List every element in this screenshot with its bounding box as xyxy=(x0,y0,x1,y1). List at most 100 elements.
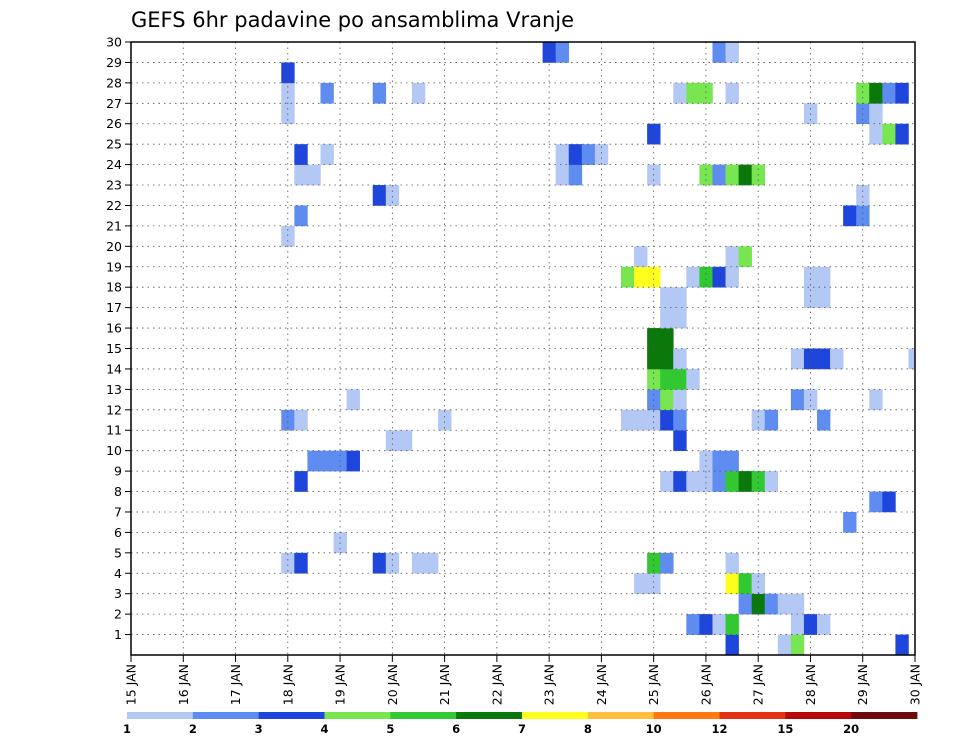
colorbar-label: 5 xyxy=(386,722,394,736)
heatmap-cell xyxy=(712,42,726,63)
y-tick-label: 5 xyxy=(114,545,122,560)
heatmap-cell xyxy=(660,552,674,574)
y-tick-label: 17 xyxy=(106,300,122,315)
heatmap-cell xyxy=(372,185,387,206)
heatmap-cell xyxy=(294,205,308,227)
heatmap-cell xyxy=(725,164,739,186)
heatmap-cell xyxy=(817,287,831,308)
heatmap-cell xyxy=(725,450,739,472)
x-tick-label: 17 JAN xyxy=(228,664,243,705)
colorbar-swatch xyxy=(456,712,523,719)
heatmap-cell xyxy=(869,389,883,411)
y-tick-label: 11 xyxy=(106,423,122,438)
heatmap-cell xyxy=(673,307,687,329)
y-tick-label: 21 xyxy=(106,218,122,233)
heatmap-cell xyxy=(803,287,818,308)
heatmap-cell xyxy=(555,144,570,165)
heatmap-cell xyxy=(542,42,556,63)
heatmap-cell xyxy=(294,164,308,186)
heatmap-cell xyxy=(712,614,726,635)
heatmap-cell xyxy=(751,573,766,594)
heatmap-cell xyxy=(385,185,400,206)
x-tick-label: 15 JAN xyxy=(124,664,139,705)
heatmap-cell xyxy=(790,634,805,656)
heatmap-cell xyxy=(856,82,870,104)
y-tick-label: 24 xyxy=(106,157,122,172)
heatmap-cell xyxy=(895,634,909,656)
heatmap-cell xyxy=(673,348,687,370)
colorbar-swatch xyxy=(587,712,655,719)
heatmap-cell xyxy=(568,164,583,186)
heatmap-cell xyxy=(372,82,387,104)
x-axis: 15 JAN 16 JAN 17 JAN 18 JAN 19 JAN 20 JAN 21 J… xyxy=(124,655,923,705)
heatmap-cell xyxy=(647,328,661,349)
heatmap-cell xyxy=(660,409,674,431)
heatmap-cell xyxy=(660,328,674,349)
colorbar: 1 2 3 4 5 6 7 8 10 12 15 20 xyxy=(123,712,918,736)
y-tick-label: 6 xyxy=(114,525,122,540)
heatmap-cell xyxy=(660,368,674,390)
heatmap-cell xyxy=(686,471,700,492)
y-tick-label: 19 xyxy=(106,259,122,274)
colorbar-swatch xyxy=(522,712,589,719)
heatmap-cell xyxy=(869,123,883,145)
heatmap-cell xyxy=(307,450,321,472)
heatmap-cell xyxy=(647,409,661,431)
heatmap-cell xyxy=(686,614,700,635)
y-tick-label: 30 xyxy=(106,35,122,50)
heatmap-cell xyxy=(307,164,321,186)
heatmap-cell xyxy=(895,123,909,145)
y-tick-label: 23 xyxy=(106,178,122,193)
x-tick-label: 28 JAN xyxy=(803,664,818,705)
heatmap-cell xyxy=(882,82,896,104)
colorbar-swatch xyxy=(851,712,918,719)
heatmap-cell xyxy=(817,614,831,635)
heatmap-cell xyxy=(673,471,687,492)
heatmap-cell xyxy=(738,593,752,615)
y-tick-label: 13 xyxy=(106,382,122,397)
heatmap-cell xyxy=(660,287,674,308)
heatmap-cell xyxy=(320,450,334,472)
heatmap-cell xyxy=(346,389,360,411)
heatmap-cell xyxy=(764,593,779,615)
heatmap-cell xyxy=(817,266,831,288)
y-tick-label: 14 xyxy=(106,361,122,376)
heatmap-cell xyxy=(869,82,883,104)
colorbar-label: 2 xyxy=(189,722,197,736)
y-tick-label: 7 xyxy=(114,504,122,519)
heatmap-cell xyxy=(699,471,713,492)
heatmap-cell xyxy=(777,634,792,656)
heatmap-cell xyxy=(660,471,674,492)
y-tick-label: 3 xyxy=(114,586,122,601)
x-tick-label: 20 JAN xyxy=(385,664,400,705)
heatmap-cell xyxy=(817,409,831,431)
heatmap-cell xyxy=(581,144,596,165)
heatmap-cell xyxy=(882,123,896,145)
heatmap-cell xyxy=(699,266,713,288)
heatmap-cell xyxy=(803,348,818,370)
heatmap-cell xyxy=(647,552,661,574)
heatmap-cell xyxy=(725,471,739,492)
colorbar-swatch xyxy=(390,712,457,719)
colorbar-label: 20 xyxy=(843,722,859,736)
heatmap-cell xyxy=(725,246,739,268)
heatmap-cell xyxy=(385,430,400,451)
heatmap-cell xyxy=(790,348,805,370)
heatmap-cell xyxy=(660,348,674,370)
x-tick-label: 26 JAN xyxy=(698,664,713,705)
heatmap-cell xyxy=(320,144,334,165)
colorbar-label: 4 xyxy=(320,722,328,736)
heatmap-cell xyxy=(856,205,870,227)
colorbar-label: 1 xyxy=(123,722,131,736)
heatmap-cell xyxy=(621,266,635,288)
heatmap-cell xyxy=(817,348,831,370)
heatmap-cell xyxy=(660,389,674,411)
colorbar-swatch xyxy=(653,712,720,719)
heatmap-cell xyxy=(281,552,295,574)
heatmap-cell xyxy=(699,82,713,104)
y-tick-label: 12 xyxy=(106,402,122,417)
colorbar-label: 10 xyxy=(646,722,662,736)
heatmap-cell xyxy=(411,82,426,104)
heatmap-cell xyxy=(725,266,739,288)
heatmap-cell xyxy=(856,185,870,206)
